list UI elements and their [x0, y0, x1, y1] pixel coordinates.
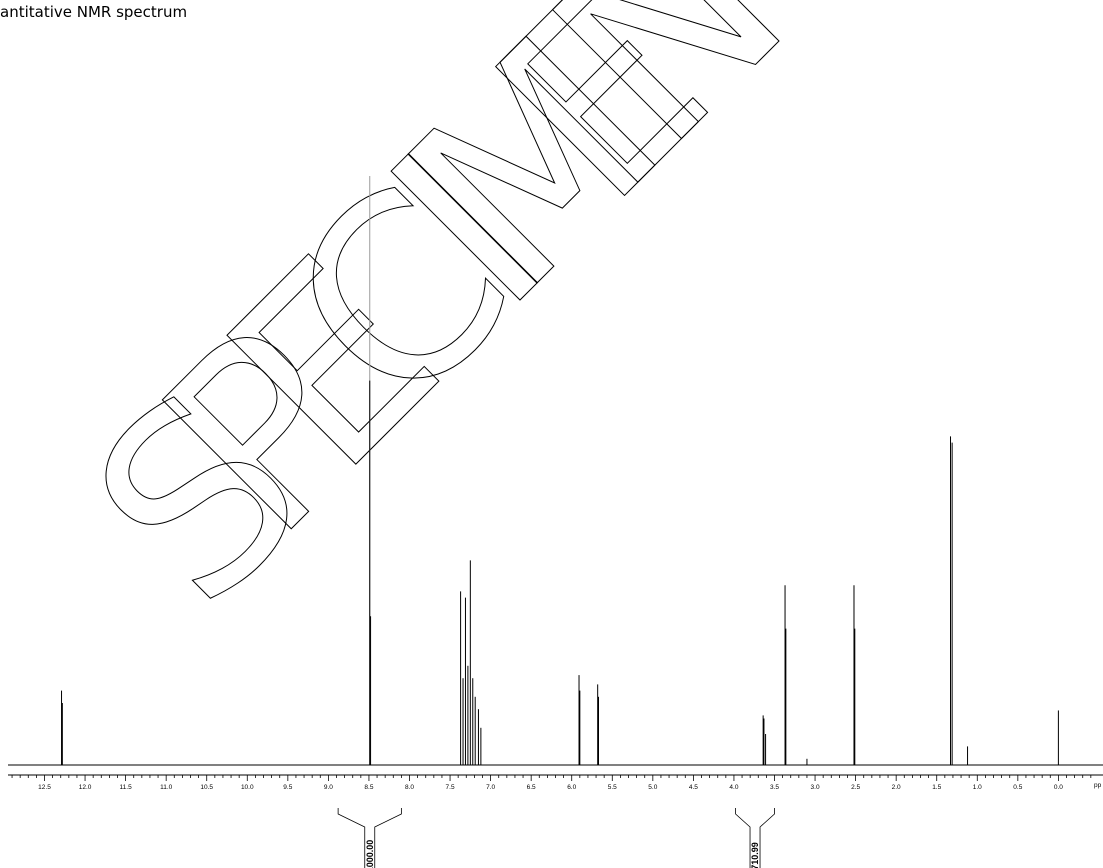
x-axis-tick-label: 3.0: [811, 784, 820, 791]
x-axis-tick-label: 11.5: [120, 784, 133, 791]
x-axis-tick-label: 2.0: [892, 784, 901, 791]
x-axis-tick-label: 5.5: [608, 784, 617, 791]
x-axis-tick-label: 3.5: [770, 784, 779, 791]
x-axis-tick-label: 7.5: [446, 784, 455, 791]
x-axis-tick-label: 4.5: [689, 784, 698, 791]
x-axis-tick-label: 1.5: [932, 784, 941, 791]
x-axis-tick-label: 9.5: [283, 784, 292, 791]
x-axis-tick-label: 5.0: [648, 784, 657, 791]
x-axis-tick-label: 0.5: [1013, 784, 1022, 791]
x-axis: 12.5 12.0 11.5 11.0 10.5 10.0 9.5 9.0 8.5 8.0 7.5 7…: [8, 774, 1103, 791]
chart-title: antitative NMR spectrum: [0, 3, 188, 21]
spectrum-peaks: [61, 380, 1059, 765]
integral-value-label: 710.99: [750, 842, 760, 868]
x-axis-tick-label: 1.0: [973, 784, 982, 791]
x-axis-tick-label: 9.0: [324, 784, 333, 791]
integral-value-label: 1000.00: [365, 840, 375, 868]
integral-bracket: [337, 808, 402, 868]
x-axis-tick-label: 10.5: [200, 784, 213, 791]
x-axis-tick-label: 0.0: [1054, 784, 1063, 791]
x-axis-tick-label: 6.0: [567, 784, 576, 791]
x-axis-tick-label: 8.0: [405, 784, 414, 791]
integral-bracket: [735, 808, 775, 868]
x-axis-tick-label: 10.0: [241, 784, 254, 791]
x-axis-tick-label: 4.0: [729, 784, 738, 791]
x-axis-tick-label: 2.5: [851, 784, 860, 791]
x-axis-tick-label: 12.0: [79, 784, 92, 791]
integral-annotations: 1000.00 710.99: [337, 808, 775, 868]
x-axis-tick-label: 12.5: [38, 784, 51, 791]
x-axis-tick-label: 11.0: [160, 784, 173, 791]
x-axis-tick-label: 7.0: [486, 784, 495, 791]
x-axis-unit-label: pp: [1094, 782, 1102, 789]
x-axis-tick-label: 8.5: [364, 784, 373, 791]
x-axis-tick-label: 6.5: [527, 784, 536, 791]
